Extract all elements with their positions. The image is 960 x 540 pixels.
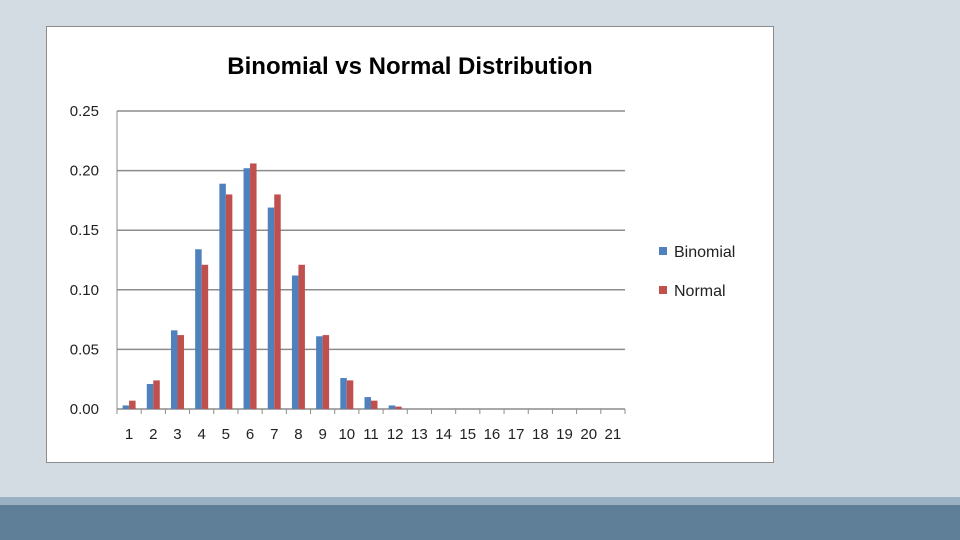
y-tick-label: 0.10 <box>70 282 99 299</box>
bar-binomial <box>146 383 154 409</box>
bar-binomial <box>170 330 178 409</box>
x-tick-label: 9 <box>318 426 326 443</box>
x-tick-label: 19 <box>556 426 573 443</box>
gridlines <box>117 110 625 410</box>
legend: Binomial Normal <box>659 244 735 300</box>
legend-swatch-normal <box>659 286 667 294</box>
bar-normal <box>274 194 281 409</box>
bar-binomial <box>364 397 371 409</box>
x-tick-label: 12 <box>387 426 404 443</box>
legend-swatch-binomial <box>659 247 667 255</box>
y-tick-label: 0.00 <box>70 401 99 418</box>
bars <box>122 163 402 409</box>
x-tick-label: 17 <box>508 426 525 443</box>
x-tick-label: 1 <box>125 426 133 443</box>
y-tick-label: 0.15 <box>70 222 99 239</box>
footer-bar <box>0 505 960 540</box>
chart-title: Binomial vs Normal Distribution <box>227 53 592 80</box>
bar-normal <box>177 335 184 409</box>
tick-labels: 0.000.050.100.150.200.251 2 3 4 5 6 7 8 9 10 11 12 1… <box>70 103 621 443</box>
bar-binomial <box>267 207 275 409</box>
y-tick-label: 0.25 <box>70 103 99 120</box>
x-tick-label: 15 <box>459 426 476 443</box>
chart-frame: Binomial vs Normal Distribution 0.00 0.05… <box>46 26 774 463</box>
bar-binomial <box>195 249 202 409</box>
axes <box>116 111 626 414</box>
x-tick-label: 6 <box>246 426 254 443</box>
x-tick-label: 21 <box>605 426 622 443</box>
bar-binomial <box>388 405 396 409</box>
chart: Binomial vs Normal Distribution 0.00 0.05… <box>70 53 736 443</box>
bar-normal <box>298 264 305 409</box>
bar-normal <box>371 400 378 409</box>
bar-binomial <box>291 275 299 409</box>
legend-label-normal: Normal <box>674 283 726 300</box>
x-tick-label: 3 <box>173 426 181 443</box>
bar-normal <box>129 400 136 409</box>
x-tick-label: 14 <box>435 426 452 443</box>
y-tick-label: 0.20 <box>70 163 99 180</box>
bar-normal <box>225 194 233 409</box>
x-tick-label: 16 <box>484 426 501 443</box>
x-tick-label: 13 <box>411 426 428 443</box>
x-tick-label: 10 <box>338 426 355 443</box>
y-tick-label: 0.05 <box>70 341 99 358</box>
bar-binomial <box>316 336 323 409</box>
bar-normal <box>346 380 354 409</box>
bar-binomial <box>243 168 251 409</box>
x-tick-label: 5 <box>222 426 230 443</box>
bar-binomial <box>219 183 226 409</box>
x-tick-label: 18 <box>532 426 549 443</box>
bar-binomial <box>340 378 347 409</box>
bar-normal <box>395 406 402 409</box>
bar-normal <box>322 335 330 409</box>
bar-normal <box>153 380 160 409</box>
footer-accent-strip <box>0 497 960 505</box>
x-tick-label: 11 <box>363 426 379 443</box>
x-tick-label: 8 <box>294 426 302 443</box>
x-tick-label: 2 <box>149 426 157 443</box>
x-tick-label: 20 <box>580 426 597 443</box>
x-tick-label: 4 <box>197 426 205 443</box>
bar-normal <box>250 163 257 409</box>
bar-normal <box>201 264 209 409</box>
bar-binomial <box>122 405 130 409</box>
legend-label-binomial: Binomial <box>674 244 735 261</box>
x-tick-label: 7 <box>270 426 278 443</box>
